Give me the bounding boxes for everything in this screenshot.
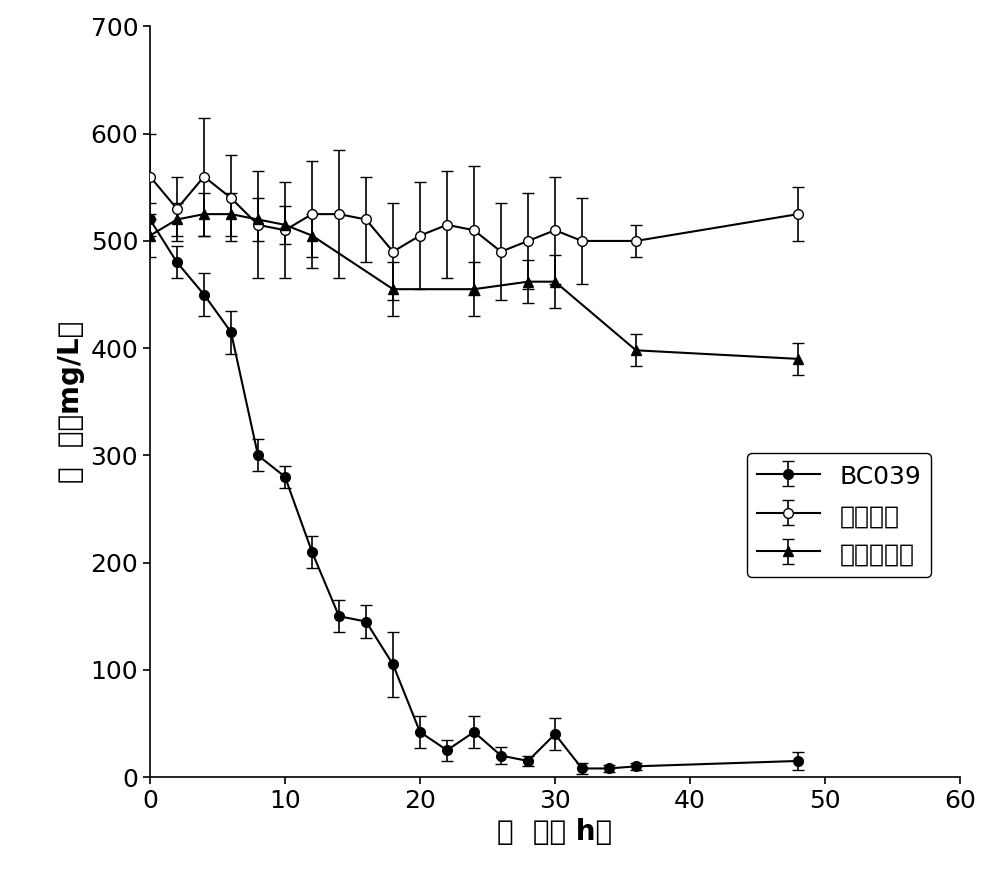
Legend: BC039, 空白对照, 死细胞对照: BC039, 空白对照, 死细胞对照	[747, 453, 931, 577]
X-axis label: 时  间（ h）: 时 间（ h）	[497, 819, 613, 847]
Y-axis label: 咔  唑（mg/L）: 咔 唑（mg/L）	[57, 321, 85, 483]
